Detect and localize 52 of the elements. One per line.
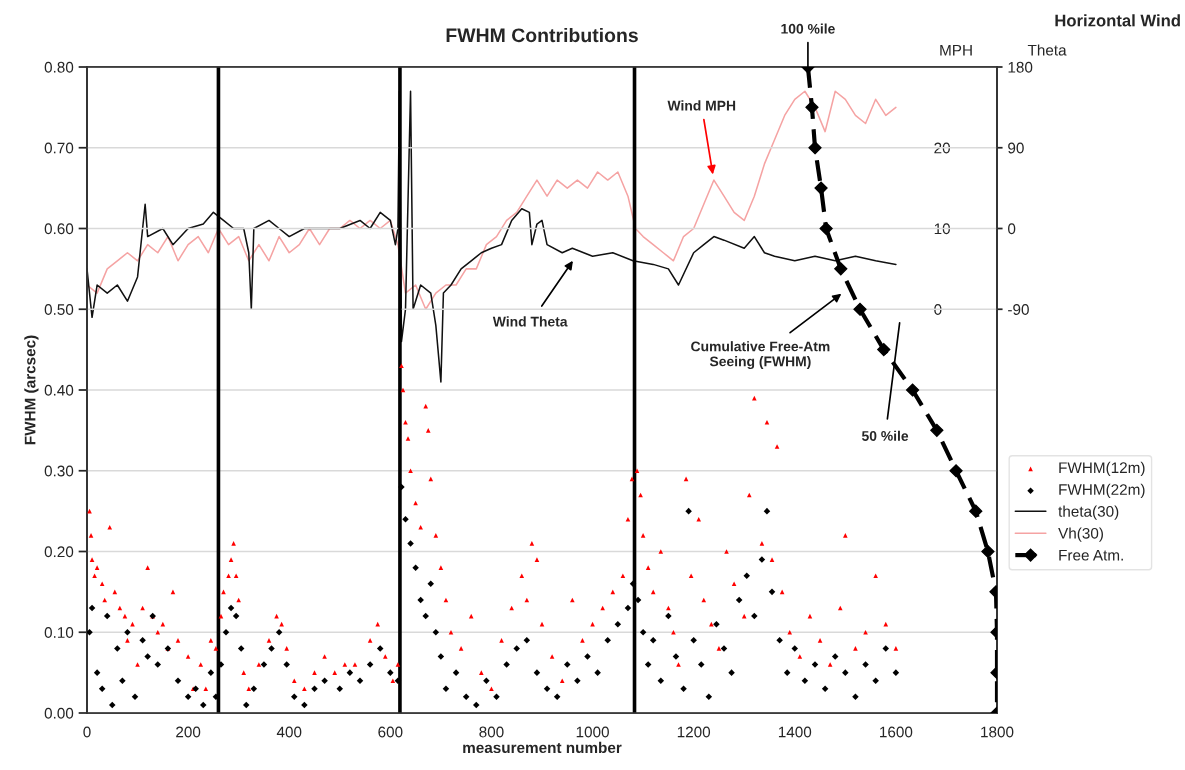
point [949, 464, 963, 478]
y2-tick-label: 90 [1008, 142, 1024, 154]
y2-tick-label: -90 [1008, 304, 1029, 315]
point [930, 423, 944, 437]
legend-label: Vh(30) [1058, 527, 1103, 542]
x-tick-label: 1400 [778, 726, 812, 738]
annotation: Cumulative Free-Atm Seeing (FWHM) [691, 341, 830, 370]
x-tick-label: 0 [83, 726, 91, 738]
point [808, 141, 822, 155]
x-tick-label: 400 [276, 726, 302, 738]
point [905, 383, 920, 397]
y-tick-label: 0.70 [44, 142, 74, 154]
y-tick-label: 0.20 [44, 546, 74, 558]
point [981, 544, 995, 559]
x-tick-label: 1800 [981, 726, 1014, 738]
text: Horizontal Wind [1055, 14, 1180, 27]
point [834, 262, 848, 276]
annotation: Wind Theta [492, 316, 568, 327]
point [814, 181, 828, 195]
y-tick-label: 0.60 [44, 223, 74, 235]
legend-label: FWHM(12m) [1059, 461, 1145, 477]
y-tick-label: 0.40 [44, 384, 74, 396]
y-axis-title: FWHM (arcsec) [24, 335, 39, 445]
y-tick-label: 0.50 [44, 304, 74, 315]
x-tick-label: 800 [479, 726, 504, 738]
line-series [87, 90, 897, 311]
y2-axis-title: Theta [1027, 44, 1067, 56]
legend-label: FWHM(22m) [1059, 483, 1145, 498]
chart-title: FWHM Contributions [446, 27, 638, 43]
x-tick-label: 200 [176, 726, 201, 738]
annotation: 50 %ile [861, 430, 909, 441]
y3-axis-title: MPH [940, 44, 972, 56]
legend-label: Free Atm. [1059, 549, 1123, 561]
legend-label: theta(30) [1058, 505, 1119, 520]
y-tick-label: 0.30 [44, 465, 74, 477]
y-tick-label: 0.80 [44, 61, 74, 73]
x-tick-label: 1600 [880, 726, 913, 738]
point [969, 504, 983, 518]
x-tick-label: 600 [378, 726, 403, 738]
annotation: 100 %ile [781, 23, 835, 34]
point [877, 343, 891, 357]
y-tick-label: 0.00 [44, 707, 74, 719]
x-tick-label: 1000 [576, 726, 609, 738]
y2-tick-label: 180 [1008, 61, 1033, 73]
y-tick-label: 0.10 [44, 627, 74, 638]
point [853, 302, 867, 316]
x-axis-title: measurement number [463, 741, 622, 754]
y2-tick-label: 0 [1008, 223, 1016, 235]
annotation: Wind MPH [667, 100, 736, 111]
point [805, 100, 819, 114]
x-tick-label: 1200 [677, 726, 711, 738]
point [819, 221, 833, 236]
